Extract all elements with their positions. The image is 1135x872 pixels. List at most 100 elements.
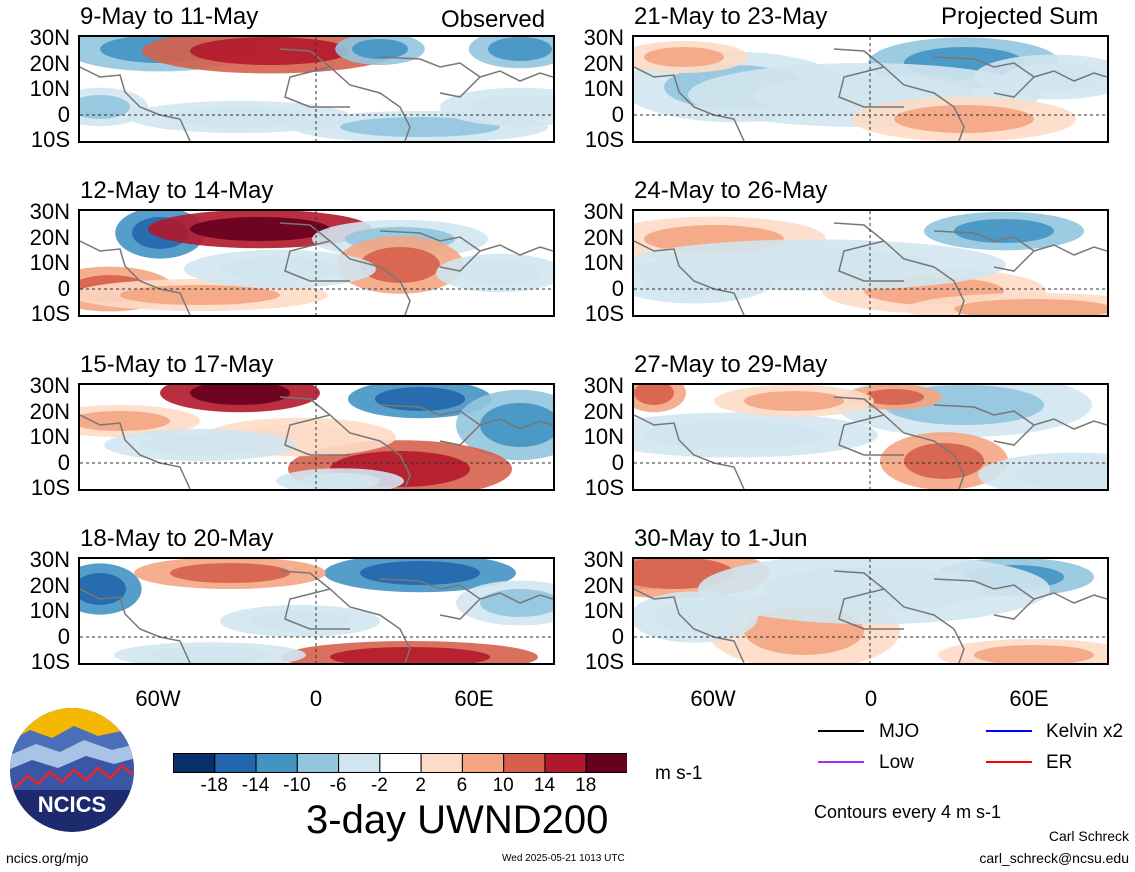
legend-low: Low <box>879 752 914 773</box>
field-blob <box>1004 63 1104 91</box>
lat-tick: 10N <box>583 76 624 101</box>
colorbar-box <box>420 753 463 773</box>
lon-tick-0: 0 <box>309 686 323 711</box>
colorbar-box <box>379 753 422 773</box>
lat-tick: 30N <box>29 199 70 224</box>
field-blob <box>904 443 984 479</box>
map-panel-observed-2 <box>78 209 555 317</box>
lat-tick: 30N <box>583 199 624 224</box>
lon-tick-60w: 60W <box>135 686 181 711</box>
colorbar-box <box>585 753 627 773</box>
field-blob <box>330 647 490 663</box>
colorbar-label: 18 <box>575 775 597 796</box>
field-blob <box>470 95 553 119</box>
colorbar-box <box>544 753 587 773</box>
lat-tick: 0 <box>611 624 624 649</box>
figure-title: 3-day UWND200 <box>306 798 609 842</box>
timestamp: Wed 2025-05-21 1013 UTC <box>502 853 625 864</box>
colorbar-box <box>461 753 505 773</box>
lat-tick: 10N <box>29 424 70 449</box>
field-blob <box>974 645 1094 663</box>
panel-title: 9-May to 11-May <box>80 3 259 30</box>
field-blob <box>140 435 260 455</box>
map-panel-observed-4 <box>78 557 555 665</box>
field-blob <box>488 37 552 61</box>
field-blob <box>764 567 984 611</box>
coastline <box>80 396 553 489</box>
lon-tick-60w: 60W <box>690 686 736 711</box>
field-blob <box>300 473 380 489</box>
coastline <box>634 396 1107 489</box>
lat-tick: 20N <box>583 225 624 250</box>
lon-tick-60e: 60E <box>1009 686 1049 711</box>
field-blob <box>120 285 280 305</box>
colorbar-label: 2 <box>415 775 426 796</box>
lat-tick: 30N <box>583 25 624 50</box>
ncics-logo: NCICS <box>10 708 134 832</box>
lon-tick-0: 0 <box>864 686 878 711</box>
coastline <box>634 570 1107 663</box>
field-blob <box>460 261 540 285</box>
lat-tick: 0 <box>611 102 624 127</box>
map-panel-observed-3 <box>78 383 555 491</box>
lat-tick: 20N <box>583 399 624 424</box>
colorbar-box <box>255 753 298 773</box>
colorbar-box <box>214 753 257 773</box>
field-blob <box>954 299 1107 315</box>
legend-er: ER <box>1046 752 1073 773</box>
field-blob <box>480 403 553 447</box>
lat-tick: 0 <box>611 450 624 475</box>
lon-tick-60e: 60E <box>454 686 494 711</box>
coastline <box>634 48 1107 141</box>
map-panel-observed-1 <box>78 35 555 143</box>
lat-tick: 20N <box>29 225 70 250</box>
lat-tick: 10S <box>30 649 70 674</box>
field-blob <box>634 385 674 405</box>
field-blob <box>220 257 340 281</box>
lat-tick: 30N <box>29 547 70 572</box>
colorbar-label: -10 <box>283 775 311 796</box>
field-blob <box>480 589 553 617</box>
colorbar-label: -2 <box>370 775 388 796</box>
map-panel-projected-1 <box>632 35 1109 143</box>
lat-tick: 10N <box>583 250 624 275</box>
author-email: carl_schreck@ncsu.edu <box>979 850 1129 866</box>
colorbar-label: -6 <box>329 775 347 796</box>
colorbar-box <box>173 753 216 773</box>
panel-title: 12-May to 14-May <box>80 177 274 204</box>
panel-title: 21-May to 23-May <box>634 3 828 30</box>
colorbar-label: 6 <box>456 775 468 796</box>
field-blob <box>894 105 1034 133</box>
legend-mjo: MJO <box>879 721 920 742</box>
legend-lines <box>818 730 1032 763</box>
panel-title: 30-May to 1-Jun <box>634 525 808 552</box>
colorbar-units: m s-1 <box>655 763 703 784</box>
colorbar-label: 14 <box>533 775 556 796</box>
map-panel-projected-3 <box>632 383 1109 491</box>
coastline <box>80 570 553 663</box>
lat-tick: 10S <box>30 127 70 152</box>
lat-tick: 30N <box>29 373 70 398</box>
field-blob <box>744 391 844 411</box>
field-blob <box>80 95 130 119</box>
field-blob <box>170 563 290 583</box>
panel-title: 27-May to 29-May <box>634 351 828 378</box>
observed-label: Observed <box>441 6 546 33</box>
coastline <box>80 48 553 141</box>
lat-tick: 10N <box>29 598 70 623</box>
lat-tick: 0 <box>611 276 624 301</box>
lat-tick: 20N <box>29 51 70 76</box>
field-blob <box>190 217 330 241</box>
logo-text: NCICS <box>38 792 106 817</box>
lat-tick: 0 <box>57 276 70 301</box>
lat-tick: 0 <box>57 450 70 475</box>
field-blob <box>190 385 290 405</box>
colorbar-box <box>338 753 381 773</box>
field-blob <box>340 117 500 137</box>
field-blob <box>644 47 724 67</box>
lat-tick: 10N <box>29 76 70 101</box>
map-panel-projected-4 <box>632 557 1109 665</box>
field-blob <box>360 247 440 283</box>
colorbar-label: -14 <box>241 775 270 796</box>
field-blob <box>375 387 465 411</box>
